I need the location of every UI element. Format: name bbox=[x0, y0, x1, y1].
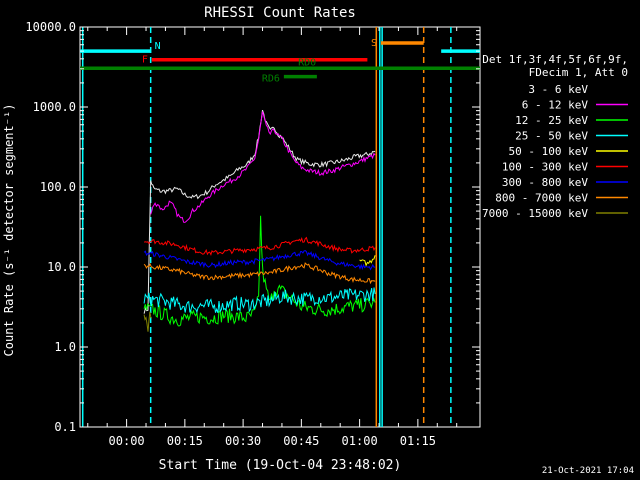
state-bar-label: RD0 bbox=[298, 57, 316, 68]
x-tick-label: 01:00 bbox=[342, 434, 378, 448]
series-line bbox=[143, 287, 376, 314]
y-axis-title: Count Rate (s⁻¹ detector segment⁻¹) bbox=[2, 104, 16, 357]
legend-entry-label: 25 - 50 keV bbox=[515, 130, 588, 143]
footer-date: 21-Oct-2021 17:04 bbox=[541, 466, 634, 476]
series-line bbox=[143, 236, 376, 256]
legend-entry-label: 50 - 100 keV bbox=[509, 145, 589, 158]
series-line bbox=[143, 250, 376, 271]
y-tick-label: 10000.0 bbox=[25, 20, 76, 34]
series-line bbox=[143, 215, 376, 327]
state-bar-label: N bbox=[155, 41, 161, 52]
x-tick-label: 00:00 bbox=[109, 434, 145, 448]
y-tick-label: 1.0 bbox=[54, 340, 76, 354]
plot-frame bbox=[79, 26, 481, 428]
y-tick-label: 0.1 bbox=[54, 420, 76, 434]
legend-entry-label: 6 - 12 keV bbox=[522, 99, 589, 112]
chart-title: RHESSI Count Rates bbox=[204, 5, 356, 21]
legend-entry-label: 800 - 7000 keV bbox=[495, 192, 588, 205]
y-tick-label: 1000.0 bbox=[33, 100, 76, 114]
x-axis-title: Start Time (19-Oct-04 23:48:02) bbox=[159, 458, 402, 473]
series-line bbox=[150, 111, 376, 223]
legend-entry-label: 100 - 300 keV bbox=[502, 161, 588, 174]
legend-header: Det 1f,3f,4f,5f,6f,9f, bbox=[482, 53, 628, 66]
legend-entry-label: 3 - 6 keV bbox=[528, 83, 588, 96]
x-tick-label: 00:45 bbox=[283, 434, 319, 448]
y-tick-label: 10.0 bbox=[47, 260, 76, 274]
legend-entry-label: 300 - 800 keV bbox=[502, 176, 588, 189]
legend-entry-label: 7000 - 15000 keV bbox=[482, 207, 588, 220]
series-line bbox=[143, 262, 376, 285]
legend-entry-label: 12 - 25 keV bbox=[515, 114, 588, 127]
series-line bbox=[143, 311, 152, 332]
legend-header: FDecim 1, Att 0 bbox=[529, 66, 628, 79]
state-bar-label: F bbox=[142, 55, 148, 66]
x-tick-label: 00:15 bbox=[167, 434, 203, 448]
x-tick-label: 00:30 bbox=[225, 434, 261, 448]
series-line bbox=[359, 255, 376, 267]
x-tick-label: 01:15 bbox=[400, 434, 436, 448]
series-line bbox=[143, 109, 376, 314]
state-bar-label: S bbox=[371, 38, 377, 49]
state-bar-label: RD6 bbox=[262, 74, 280, 85]
y-tick-label: 100.0 bbox=[40, 180, 76, 194]
